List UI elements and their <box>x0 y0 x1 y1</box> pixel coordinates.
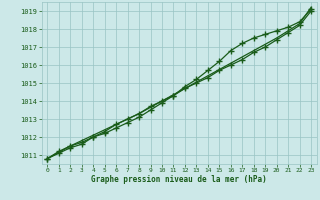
X-axis label: Graphe pression niveau de la mer (hPa): Graphe pression niveau de la mer (hPa) <box>91 175 267 184</box>
